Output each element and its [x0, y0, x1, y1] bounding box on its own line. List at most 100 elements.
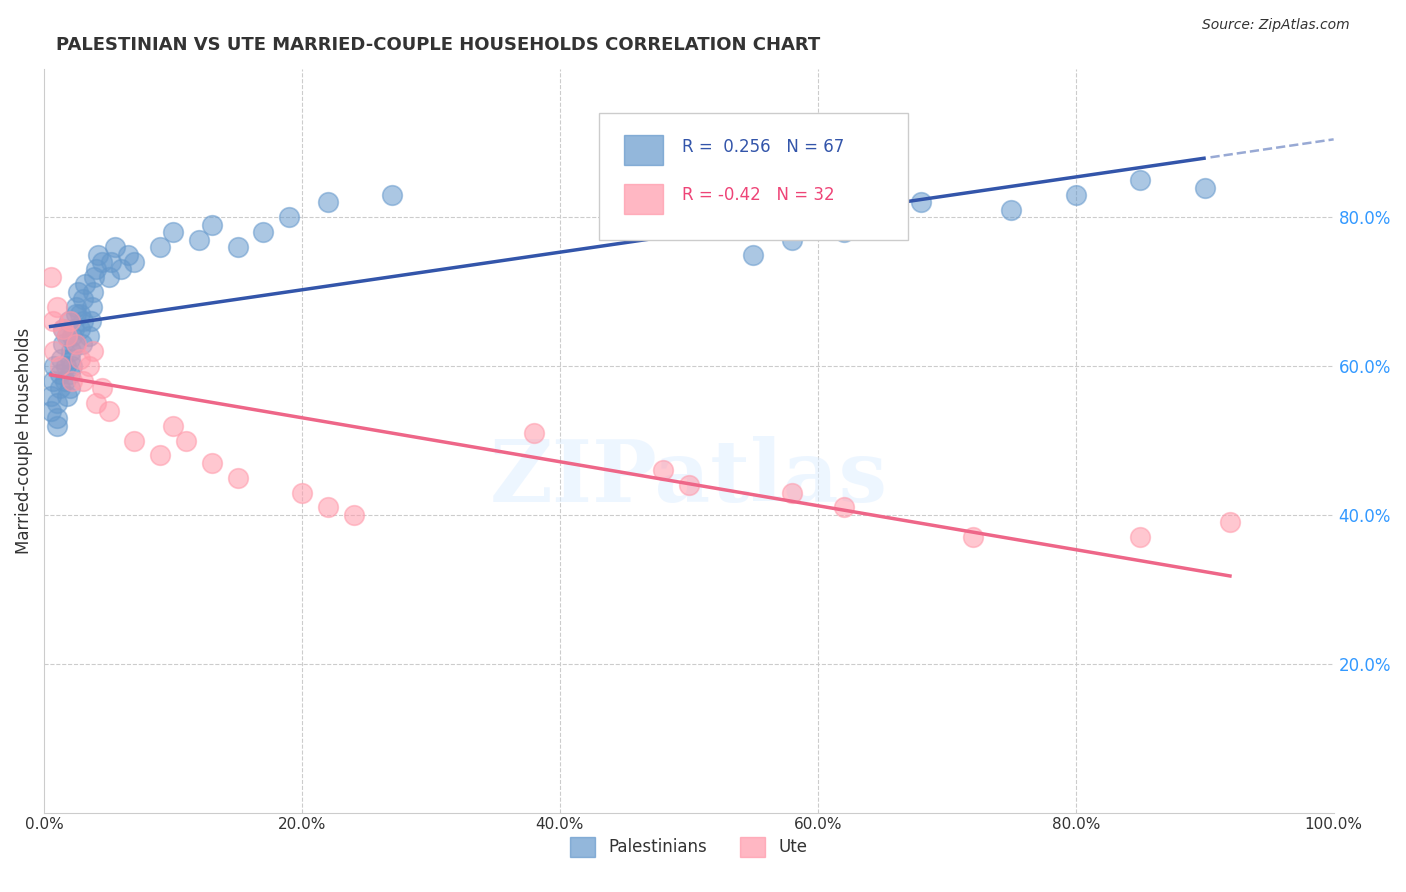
Point — [162, 418, 184, 433]
Point — [910, 195, 932, 210]
Point — [83, 269, 105, 284]
Point — [70, 336, 93, 351]
Point — [226, 240, 249, 254]
Point — [44, 359, 66, 373]
Point — [69, 322, 91, 336]
Point — [69, 351, 91, 366]
Point — [55, 359, 77, 373]
Point — [60, 344, 83, 359]
Point — [39, 404, 62, 418]
Text: R = -0.42   N = 32: R = -0.42 N = 32 — [682, 186, 835, 204]
Text: R =  0.256   N = 67: R = 0.256 N = 67 — [682, 137, 845, 155]
Point — [39, 389, 62, 403]
Point — [48, 381, 70, 395]
Point — [72, 374, 94, 388]
Point — [46, 418, 69, 433]
Point — [162, 225, 184, 239]
Point — [82, 344, 104, 359]
Point — [62, 329, 84, 343]
Point — [84, 262, 107, 277]
Point — [149, 449, 172, 463]
Point — [100, 255, 122, 269]
Point — [678, 478, 700, 492]
Point — [79, 314, 101, 328]
Bar — [624, 184, 664, 213]
Point — [56, 389, 79, 403]
Point — [46, 411, 69, 425]
Point — [65, 307, 87, 321]
Point — [82, 285, 104, 299]
Text: Source: ZipAtlas.com: Source: ZipAtlas.com — [1202, 18, 1350, 32]
Point — [1129, 173, 1152, 187]
Point — [80, 300, 103, 314]
Point — [201, 456, 224, 470]
Y-axis label: Married-couple Households: Married-couple Households — [15, 327, 32, 554]
Point — [1194, 180, 1216, 194]
Point — [201, 218, 224, 232]
Point — [48, 367, 70, 381]
Point — [316, 500, 339, 515]
Point — [77, 329, 100, 343]
Point — [291, 485, 314, 500]
Point — [44, 344, 66, 359]
Point — [66, 285, 89, 299]
Point — [49, 351, 72, 366]
Point — [104, 240, 127, 254]
Point — [124, 255, 146, 269]
Point — [42, 314, 65, 328]
Bar — [624, 136, 664, 165]
Point — [87, 247, 110, 261]
Point — [56, 329, 79, 343]
Point — [1064, 188, 1087, 202]
Point — [780, 233, 803, 247]
Point — [59, 381, 82, 395]
Point — [149, 240, 172, 254]
Point — [381, 188, 404, 202]
Point — [872, 211, 894, 225]
Point — [174, 434, 197, 448]
Point — [62, 374, 84, 388]
Point — [832, 500, 855, 515]
Point — [316, 195, 339, 210]
Point — [42, 374, 65, 388]
Text: PALESTINIAN VS UTE MARRIED-COUPLE HOUSEHOLDS CORRELATION CHART: PALESTINIAN VS UTE MARRIED-COUPLE HOUSEH… — [56, 36, 821, 54]
Point — [832, 225, 855, 239]
Point — [252, 225, 274, 239]
Point — [62, 359, 84, 373]
Point — [91, 381, 114, 395]
Point — [59, 367, 82, 381]
Point — [69, 307, 91, 321]
Point — [52, 322, 75, 336]
Point — [523, 426, 546, 441]
Point — [48, 359, 70, 373]
Point — [65, 300, 87, 314]
Point — [53, 374, 76, 388]
Point — [97, 269, 120, 284]
Point — [58, 314, 80, 328]
FancyBboxPatch shape — [599, 113, 908, 240]
Point — [52, 322, 75, 336]
Point — [77, 359, 100, 373]
Point — [59, 351, 82, 366]
Point — [117, 247, 139, 261]
Point — [742, 247, 765, 261]
Point — [56, 329, 79, 343]
Point — [1219, 516, 1241, 530]
Point — [226, 471, 249, 485]
Legend: Palestinians, Ute: Palestinians, Ute — [564, 830, 814, 863]
Point — [342, 508, 364, 522]
Point — [65, 336, 87, 351]
Point — [52, 336, 75, 351]
Point — [1000, 202, 1022, 217]
Point — [780, 485, 803, 500]
Point — [72, 314, 94, 328]
Point — [46, 300, 69, 314]
Point — [187, 233, 209, 247]
Point — [62, 322, 84, 336]
Point — [46, 396, 69, 410]
Point — [91, 255, 114, 269]
Point — [72, 292, 94, 306]
Point — [59, 314, 82, 328]
Point — [278, 211, 301, 225]
Point — [39, 269, 62, 284]
